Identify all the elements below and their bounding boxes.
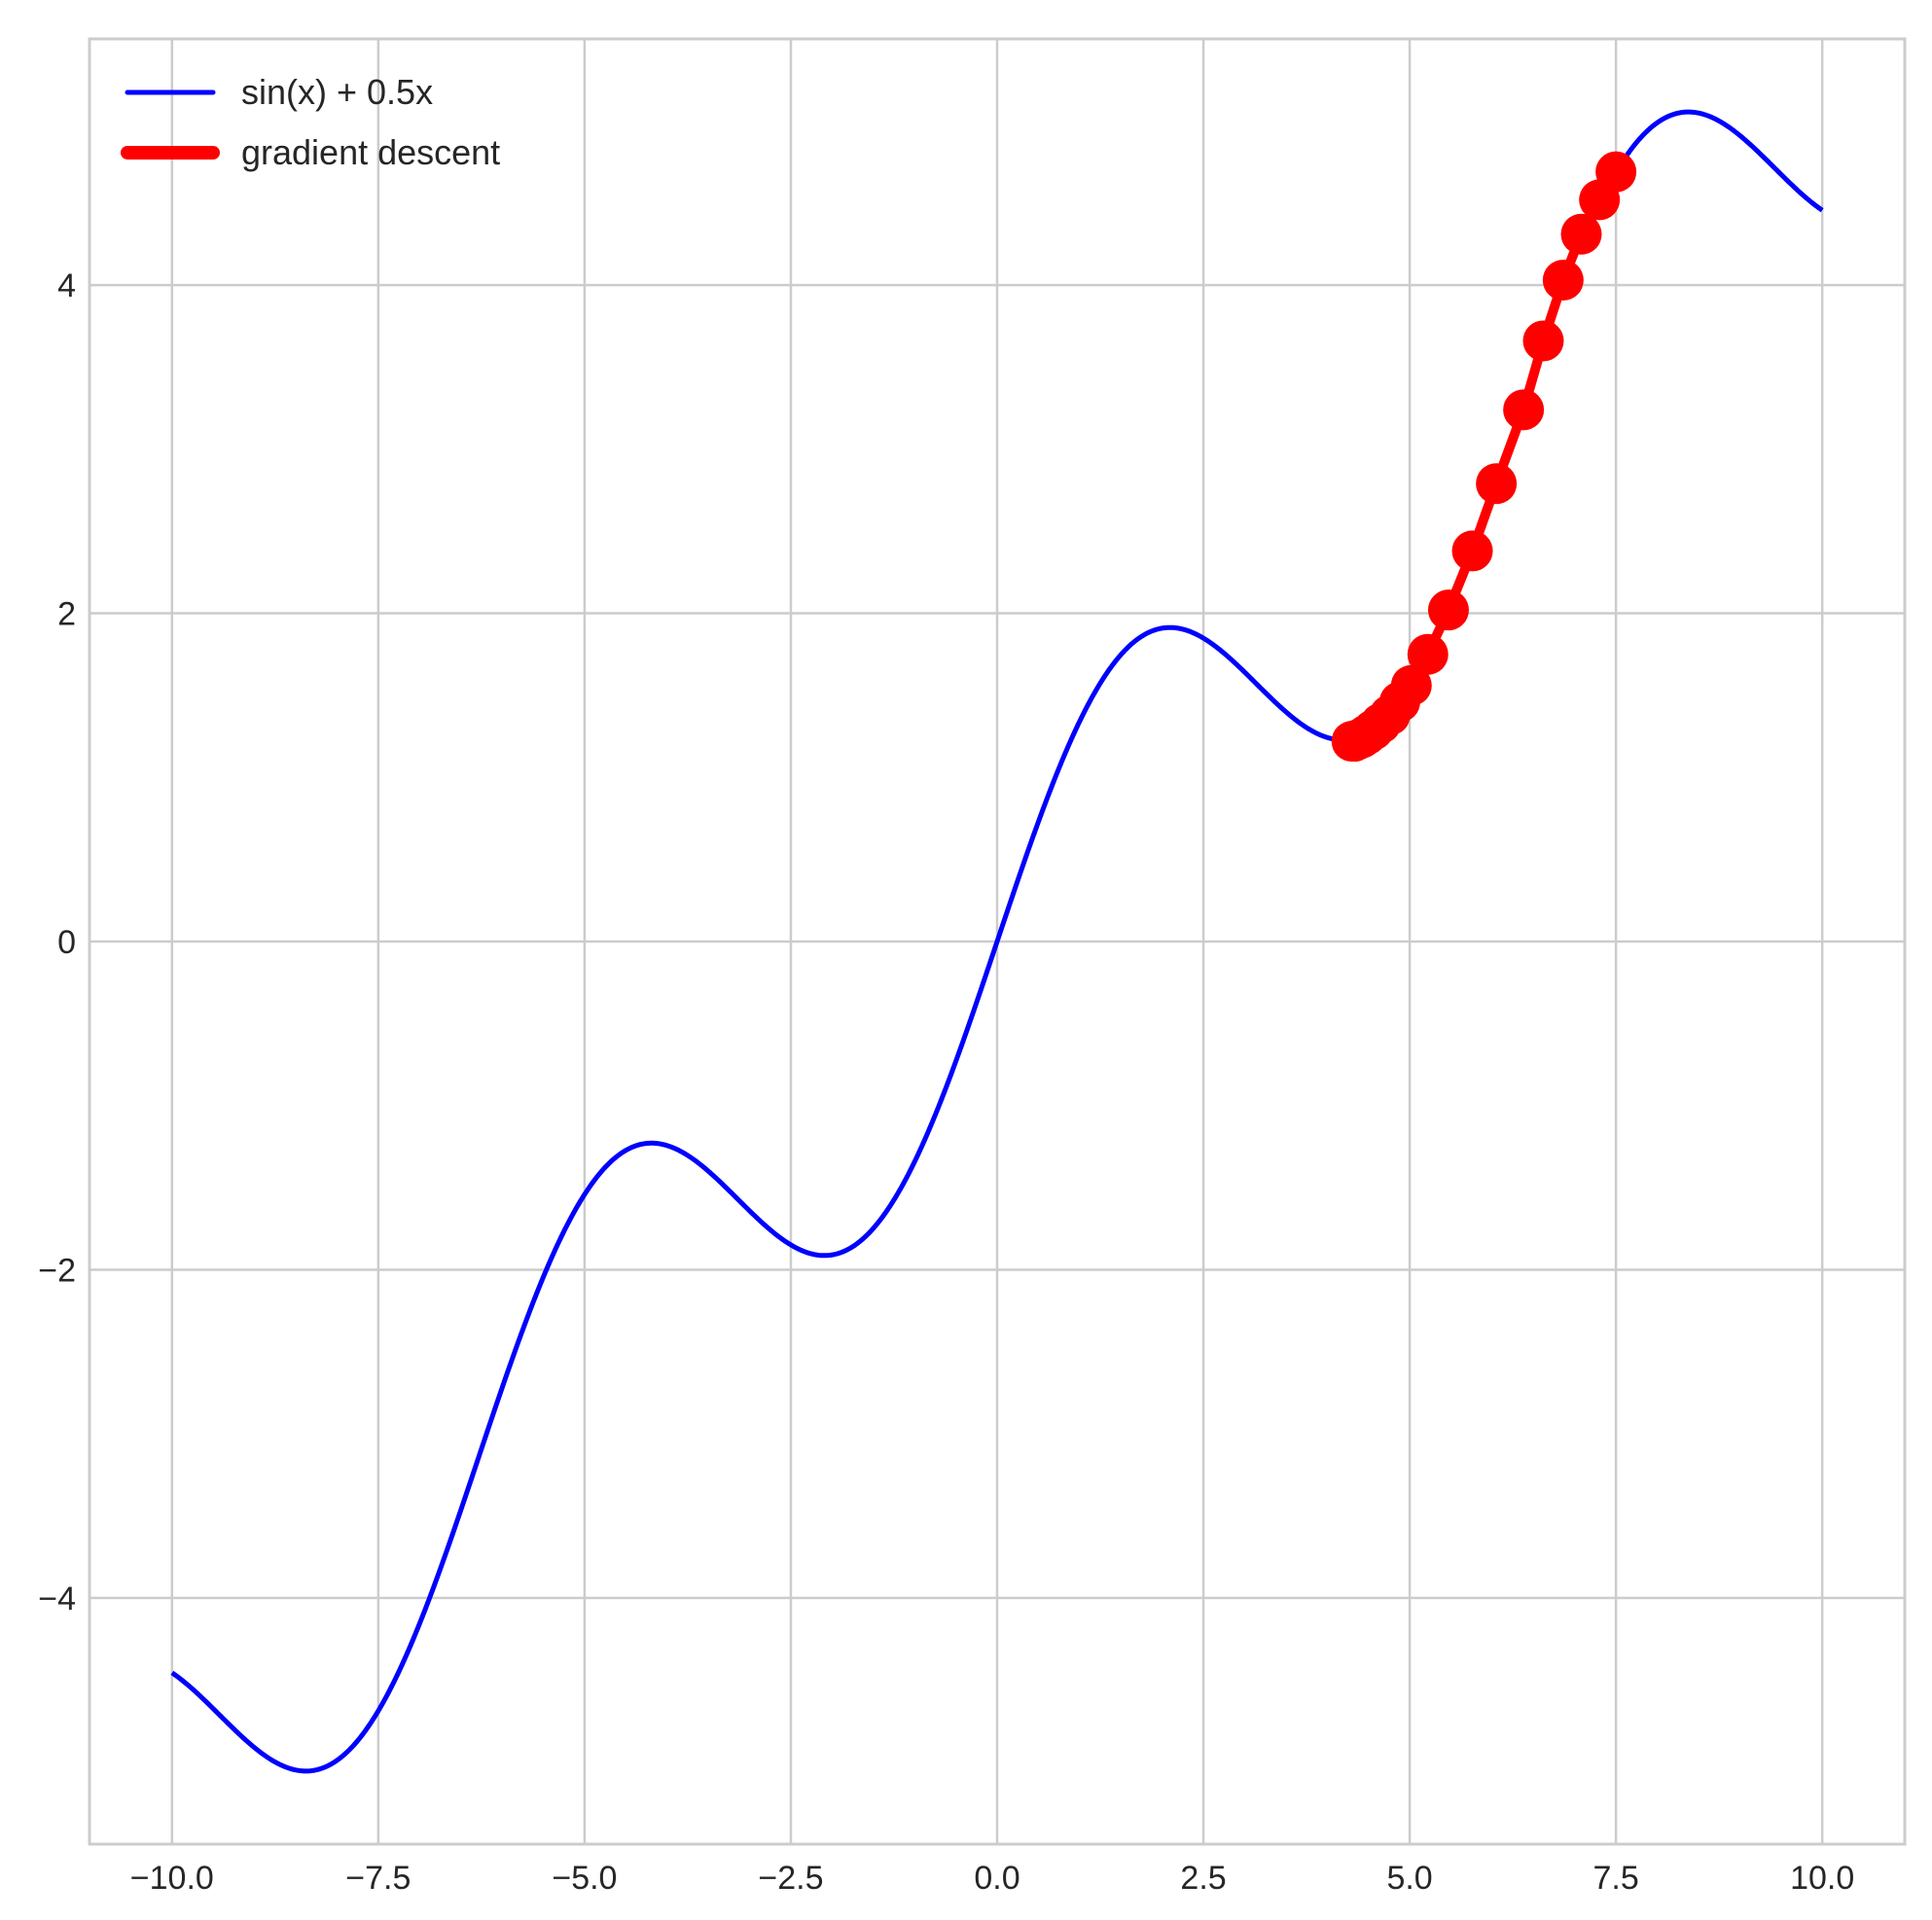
descent-point [1451, 530, 1493, 572]
descent-point [1579, 179, 1621, 221]
y-tick-label: −2 [38, 1252, 76, 1289]
y-tick-label: −4 [38, 1581, 76, 1618]
descent-point [1560, 213, 1602, 255]
y-tick-label: 2 [57, 596, 76, 633]
plot-frame [88, 37, 1907, 1846]
x-tick-label: −7.5 [345, 1860, 411, 1897]
x-tick-label: 5.0 [1386, 1860, 1432, 1897]
descent-point [1427, 589, 1469, 631]
descent-point [1331, 721, 1373, 763]
x-tick-label: 10.0 [1790, 1860, 1854, 1897]
descent-point [1476, 463, 1518, 505]
descent-point [1542, 260, 1584, 302]
y-tick-label: 4 [57, 267, 76, 304]
x-tick-label: −10.0 [130, 1860, 214, 1897]
tick-labels: −10.0 −7.5 −5.0 −2.5 0.0 2.5 5.0 7.5 10.0 −4 −2 0 2 4 [38, 267, 1854, 1897]
x-tick-label: 2.5 [1180, 1860, 1226, 1897]
series-layer [170, 109, 1824, 1774]
x-tick-label: −5.0 [552, 1860, 617, 1897]
descent-point [1522, 320, 1564, 362]
curve-line [170, 624, 1345, 1774]
x-tick-label: 7.5 [1593, 1860, 1639, 1897]
descent-point [1407, 633, 1449, 675]
legend: sin(x) + 0.5x gradient descent [121, 72, 500, 172]
descent-point [1503, 389, 1545, 431]
x-tick-label: −2.5 [758, 1860, 823, 1897]
curve-line [1618, 109, 1824, 213]
y-tick-label: 0 [57, 924, 76, 961]
legend-label: gradient descent [241, 132, 500, 172]
legend-label: sin(x) + 0.5x [241, 72, 433, 112]
x-tick-label: 0.0 [974, 1860, 1020, 1897]
